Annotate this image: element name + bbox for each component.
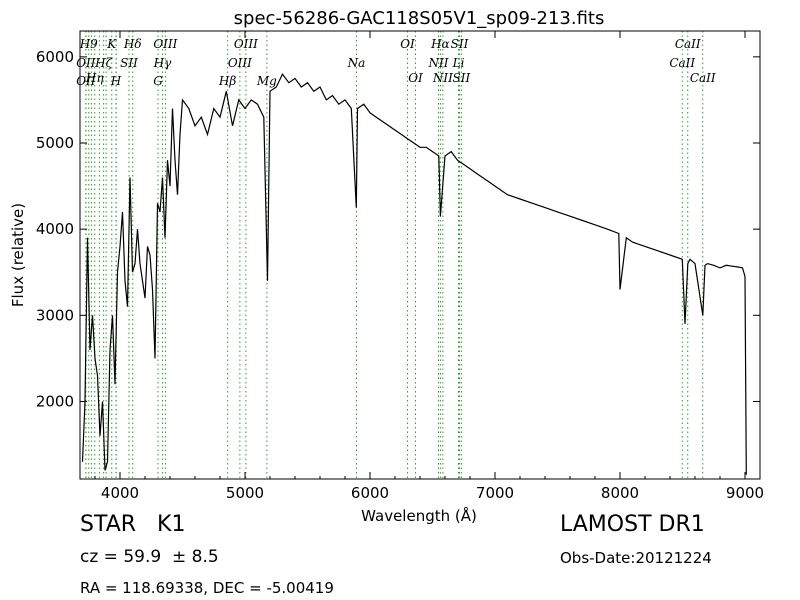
x-axis-label: Wavelength (Å) (361, 506, 477, 525)
line-label: Na (347, 56, 366, 70)
line-label: OI (408, 71, 423, 85)
line-label: OIII (153, 37, 177, 51)
line-label: Hβ (218, 74, 236, 88)
object-class: STAR K1 (80, 512, 186, 537)
line-label: OII (76, 56, 96, 70)
line-label: OIII (228, 56, 252, 70)
line-label: K (106, 37, 117, 51)
line-label: H (110, 74, 122, 88)
plot-frame (79, 30, 761, 480)
line-label: CaII (669, 56, 695, 70)
x-tick-label: 8000 (601, 484, 639, 502)
y-tick-label: 2000 (36, 392, 74, 410)
line-label: Hη (85, 71, 104, 85)
y-axis: 2000 3000 4000 5000 6000 (36, 48, 760, 410)
x-tick-label: 7000 (476, 484, 514, 502)
line-markers (85, 31, 704, 479)
line-label: Hδ (123, 37, 142, 51)
y-tick-label: 4000 (36, 220, 74, 238)
line-label: Hζ (94, 56, 113, 70)
line-label: SII (453, 71, 471, 85)
y-tick-label: 3000 (36, 306, 74, 324)
survey-name: LAMOST DR1 (560, 512, 705, 537)
line-label: Hα (430, 37, 450, 51)
observation-date: Obs-Date:20121224 (560, 549, 712, 567)
line-label: Mg (256, 74, 277, 88)
line-label: G (153, 74, 163, 88)
line-label: NII (428, 56, 449, 70)
line-label: NII (432, 71, 453, 85)
line-label: SII (451, 37, 469, 51)
ra-dec-coordinates: RA = 118.69338, DEC = -5.00419 (80, 579, 334, 597)
line-label: SII (120, 56, 138, 70)
line-label: OII (76, 74, 96, 88)
y-tick-label: 5000 (36, 134, 74, 152)
x-tick-label: 6000 (351, 484, 389, 502)
line-label: Li (452, 56, 465, 70)
line-label: H9 (79, 37, 98, 51)
line-label: OIII (234, 37, 258, 51)
y-tick-label: 6000 (36, 48, 74, 66)
chart-title: spec-56286-GAC118S05V1_sp09-213.fits (234, 8, 605, 29)
line-label: OI (400, 37, 415, 51)
x-axis: 4000 5000 6000 7000 8000 9000 (94, 31, 764, 502)
x-tick-label: 4000 (101, 484, 139, 502)
line-label: CaII (690, 71, 716, 85)
x-tick-label: 9000 (726, 484, 764, 502)
redshift-cz: cz = 59.9 ± 8.5 (80, 547, 219, 567)
spectrum-line (81, 72, 747, 475)
y-axis-label: Flux (relative) (9, 203, 27, 307)
line-label: CaII (675, 37, 701, 51)
x-tick-label: 5000 (226, 484, 264, 502)
line-label: Hγ (153, 56, 172, 70)
